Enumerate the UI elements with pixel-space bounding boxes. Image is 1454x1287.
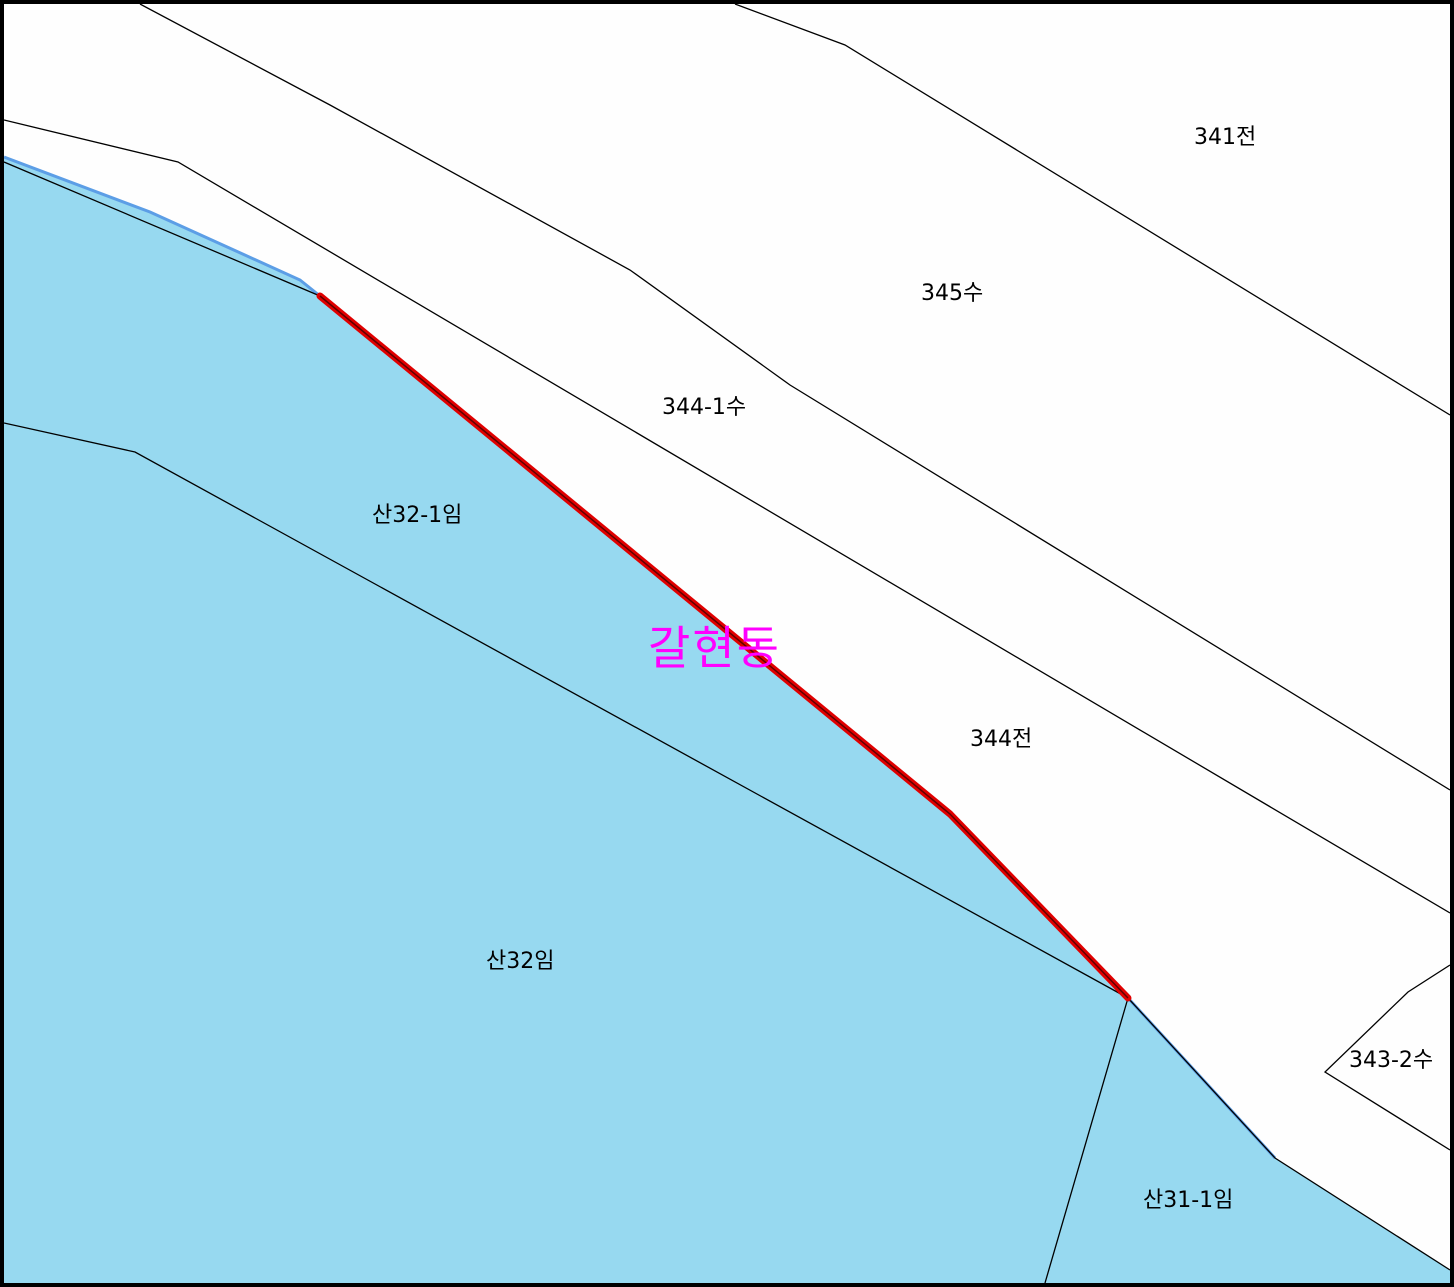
parcel-label-san32: 산32임 xyxy=(486,949,554,974)
parcel-boundary xyxy=(1323,964,1450,1151)
parcel-boundary xyxy=(139,4,1450,791)
parcel-label-343-2: 343-2수 xyxy=(1349,1048,1433,1073)
district-name-label: 갈현동 xyxy=(648,621,781,675)
parcel-boundary xyxy=(4,161,321,297)
parcel-boundary xyxy=(1044,997,1129,1283)
parcel-label-345: 345수 xyxy=(921,281,983,306)
parcel-boundary xyxy=(4,422,1129,999)
forest-area xyxy=(4,157,1450,1283)
parcel-label-san32-1: 산32-1임 xyxy=(372,503,462,528)
highlighted-boundary-inner xyxy=(319,295,1129,999)
parcel-label-341: 341전 xyxy=(1194,125,1256,150)
parcel-label-344-1: 344-1수 xyxy=(662,395,746,420)
parcel-label-san31-1: 산31-1임 xyxy=(1143,1188,1233,1213)
parcel-boundary xyxy=(734,4,1450,416)
parcel-boundary xyxy=(4,119,1450,914)
forest-edge-line xyxy=(4,155,321,298)
map-canvas: 341전 345수 344-1수 344전 343-2수 산32-1임 산32임… xyxy=(4,4,1450,1283)
parcel-label-344: 344전 xyxy=(970,727,1032,752)
parcel-boundary xyxy=(1127,997,1450,1271)
